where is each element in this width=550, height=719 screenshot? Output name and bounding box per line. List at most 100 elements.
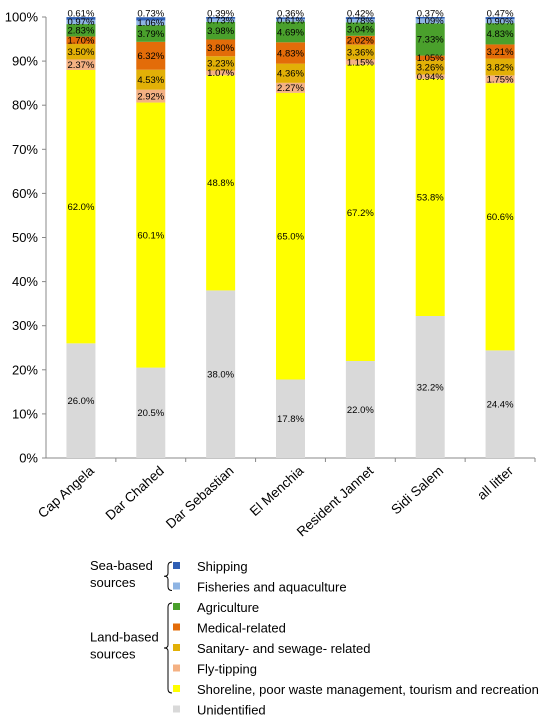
data-label: 24.4% <box>487 399 514 410</box>
data-label: 3.04% <box>347 24 374 35</box>
data-label: 0.42% <box>347 8 374 19</box>
data-label: 1.70% <box>67 36 94 47</box>
bar-segment <box>136 367 166 458</box>
data-label: 3.50% <box>67 47 94 58</box>
legend-swatch <box>173 664 180 672</box>
data-label: 0.36% <box>277 8 304 19</box>
legend-swatch <box>173 562 180 569</box>
bar-segment <box>485 75 515 84</box>
bar-segment <box>206 21 236 40</box>
bar-segment <box>276 21 305 43</box>
x-tick-label: all litter <box>474 463 516 503</box>
data-label: 0.90% <box>487 16 514 27</box>
legend-item-label: Shoreline, poor waste management, touris… <box>197 682 539 697</box>
data-label: 3.21% <box>487 47 514 58</box>
data-label: 4.83% <box>277 48 304 59</box>
x-tick-label: El Menchia <box>247 463 307 519</box>
bar-segment <box>136 69 166 90</box>
legend-item-label: Fly-tipping <box>197 662 257 677</box>
bar-segment <box>276 82 305 93</box>
data-label: 20.5% <box>137 408 164 419</box>
bar-segment <box>136 17 166 21</box>
bar-segment <box>66 19 96 25</box>
data-label: 0.61% <box>277 16 304 27</box>
bar-segment <box>206 39 236 57</box>
legend-item-label: Unidentified <box>197 703 266 718</box>
legend-group-label: Land-based <box>90 630 159 645</box>
bar-segment <box>66 24 96 37</box>
data-label: 4.83% <box>487 29 514 40</box>
y-tick-label: 90% <box>12 54 38 69</box>
bar-segment <box>345 18 375 23</box>
y-tick-label: 80% <box>12 98 38 113</box>
bar-segment <box>66 69 96 344</box>
y-tick-label: 70% <box>12 142 38 157</box>
y-tick-label: 60% <box>12 186 38 201</box>
legend-swatch <box>173 623 180 631</box>
bar-segment <box>415 23 445 56</box>
legend-item-label: Agriculture <box>197 600 259 615</box>
data-label: 3.82% <box>487 62 514 73</box>
bar-segment <box>345 35 375 45</box>
bar-segment <box>415 55 445 61</box>
data-label: 3.36% <box>347 47 374 58</box>
bar-segment <box>415 60 445 75</box>
data-label: 1.06% <box>137 18 164 29</box>
data-label: 0.73% <box>137 8 164 19</box>
data-label: 17.8% <box>277 414 304 425</box>
data-label: 1.05% <box>417 53 444 64</box>
bar-segment <box>345 44 375 60</box>
y-tick-label: 10% <box>12 406 38 421</box>
bar-segment <box>206 75 236 291</box>
bar-segment <box>276 379 305 458</box>
data-label: 3.80% <box>207 43 234 54</box>
bar-segment <box>136 41 166 70</box>
legend-item-label: Fisheries and aquaculture <box>197 580 347 595</box>
bar-segment <box>206 290 236 458</box>
y-tick-label: 0% <box>19 451 38 466</box>
data-label: 3.98% <box>207 26 234 37</box>
bar-segment <box>485 83 515 351</box>
data-label: 0.47% <box>487 8 514 19</box>
bar-segment <box>276 92 305 380</box>
bar-segment <box>485 350 515 458</box>
bar-segment <box>485 23 515 45</box>
data-label: 62.0% <box>67 202 94 213</box>
bar-segment <box>66 36 96 45</box>
data-label: 3.23% <box>207 59 234 70</box>
y-tick-label: 100% <box>5 10 39 25</box>
bar-segment <box>415 78 445 316</box>
bar-segment <box>136 20 166 26</box>
bar-segment <box>415 74 445 79</box>
legend-group-brace <box>163 602 173 694</box>
data-label: 0.97% <box>67 17 94 28</box>
data-label: 1.75% <box>487 75 514 86</box>
y-tick-label: 40% <box>12 274 38 289</box>
data-label: 3.26% <box>417 63 444 74</box>
bar-segment <box>415 315 445 458</box>
bar-segment <box>415 17 445 19</box>
legend-item-label: Sanitary- and sewage- related <box>197 641 370 656</box>
legend-swatch <box>173 582 180 590</box>
bar-segment <box>345 64 375 361</box>
data-label: 2.83% <box>67 26 94 37</box>
data-label: 2.02% <box>347 36 374 47</box>
data-label: 67.2% <box>347 208 374 219</box>
bar-segment <box>485 58 515 76</box>
y-tick-label: 20% <box>12 362 38 377</box>
data-label: 38.0% <box>207 370 234 381</box>
bar-segment <box>345 360 375 458</box>
bar-segment <box>276 42 305 64</box>
legend-swatch <box>173 685 180 692</box>
data-label: 0.61% <box>67 8 94 19</box>
bar-segment <box>66 17 96 20</box>
legend-swatch <box>173 603 180 610</box>
bar-segment <box>206 18 236 22</box>
bar-segment <box>66 343 96 458</box>
data-label: 2.27% <box>277 83 304 94</box>
bar-segment <box>485 17 515 20</box>
legend-group-brace <box>163 561 173 591</box>
data-label: 0.73% <box>207 16 234 27</box>
